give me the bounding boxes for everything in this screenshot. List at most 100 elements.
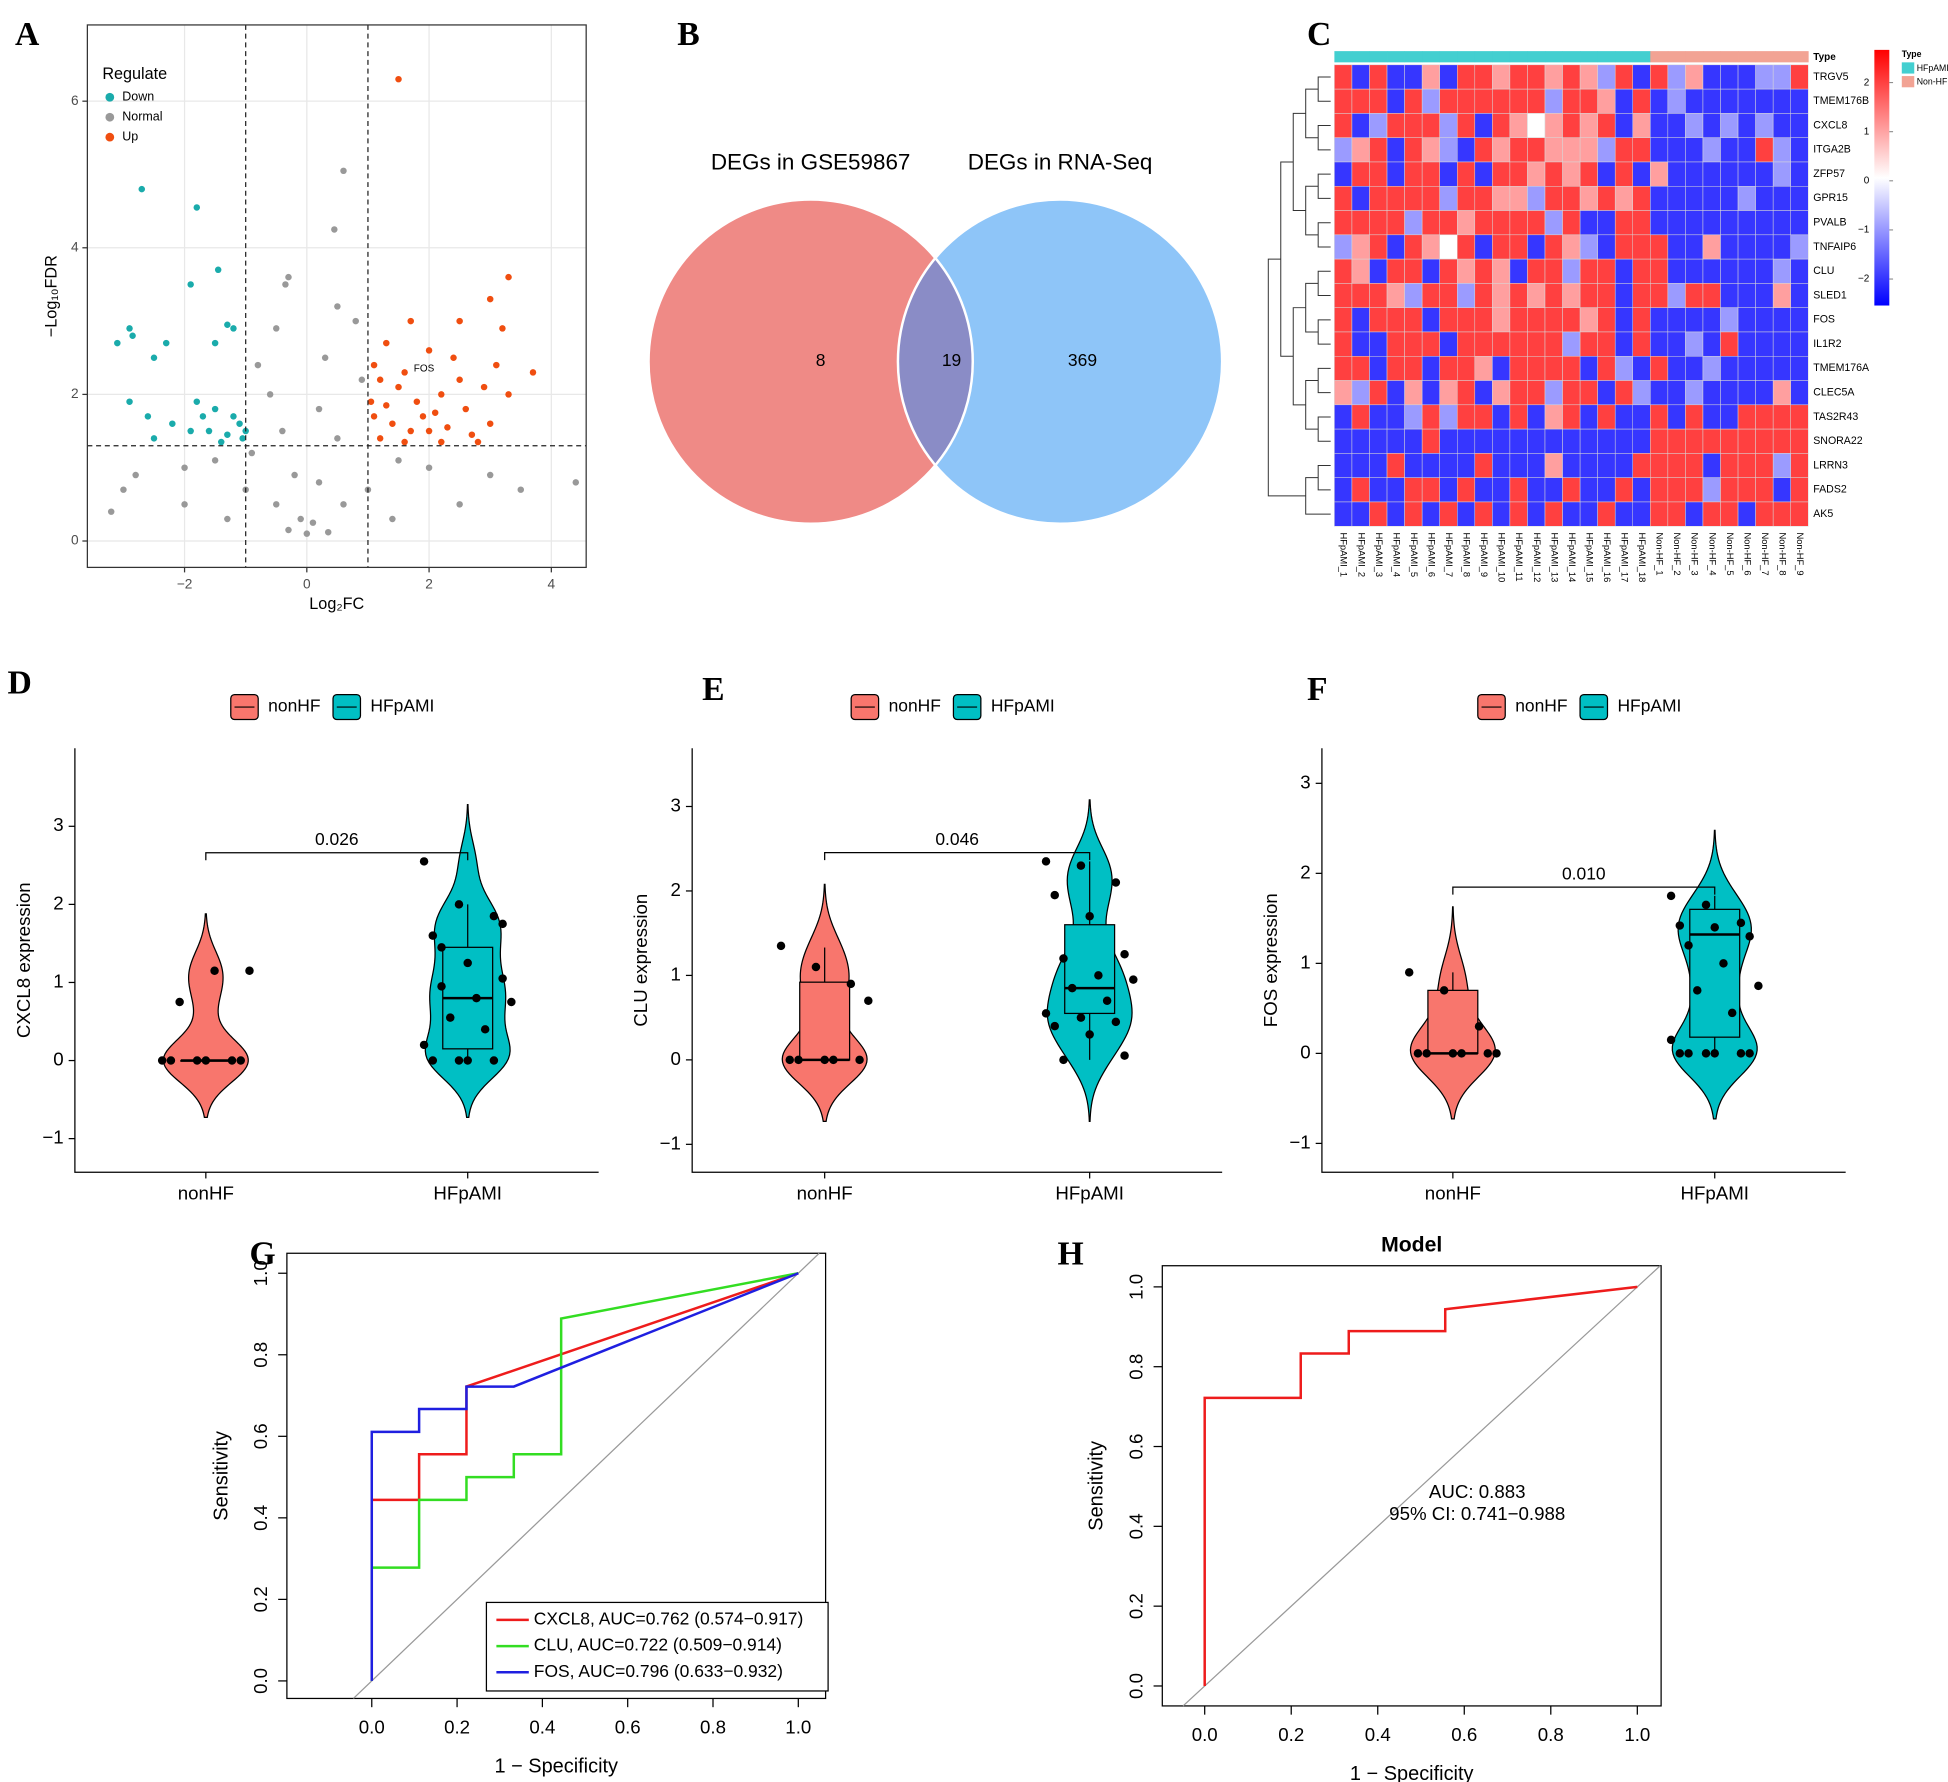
point xyxy=(846,979,856,989)
heat-cell xyxy=(1421,258,1440,284)
heat-cell xyxy=(1439,356,1458,381)
dendrogram xyxy=(1292,307,1306,406)
heat-cell xyxy=(1579,113,1598,138)
heat-cell xyxy=(1562,283,1581,308)
point xyxy=(425,347,433,354)
point xyxy=(431,409,439,416)
point xyxy=(463,958,472,968)
row-label: CLEC5A xyxy=(1813,386,1855,398)
region-count: 8 xyxy=(816,350,826,370)
point xyxy=(114,339,121,347)
y-tick-label: −1 xyxy=(1289,1131,1310,1152)
dendrogram xyxy=(1280,161,1294,357)
heat-cell xyxy=(1439,331,1458,357)
heat-cell xyxy=(1562,477,1581,503)
point xyxy=(1710,923,1719,932)
heat-cell xyxy=(1772,137,1791,163)
point xyxy=(446,1013,455,1022)
heat-cell xyxy=(1772,64,1791,90)
heat-cell xyxy=(1369,380,1388,406)
heat-cell xyxy=(1790,161,1809,187)
heat-cell xyxy=(1650,88,1669,114)
heat-cell xyxy=(1334,307,1353,333)
heat-cell xyxy=(1386,258,1405,284)
heat-cell xyxy=(1386,453,1405,478)
heat-cell xyxy=(1404,283,1423,308)
heat-cell xyxy=(1720,283,1739,308)
heat-cell xyxy=(1404,113,1423,138)
point xyxy=(486,471,494,479)
heat-cell xyxy=(1527,501,1546,527)
point xyxy=(419,1040,429,1050)
heat-cell xyxy=(1755,186,1774,211)
heat-cell xyxy=(1386,234,1405,260)
legend-title: Type xyxy=(1902,49,1922,59)
point xyxy=(193,398,201,405)
x-tick-label: 0.4 xyxy=(529,1716,555,1737)
column-label: Non-HF_8 xyxy=(1777,532,1787,575)
y-tick-label: 0 xyxy=(53,1048,63,1069)
y-tick-label: 1.0 xyxy=(250,1260,271,1286)
heat-cell xyxy=(1527,88,1546,114)
panel-label: G xyxy=(249,1236,275,1273)
annotation-cell xyxy=(1720,51,1739,63)
heat-cell xyxy=(1492,356,1511,381)
heat-cell xyxy=(1474,453,1493,478)
heat-cell xyxy=(1597,380,1616,406)
heat-cell xyxy=(1702,428,1721,454)
point xyxy=(1736,918,1746,928)
heat-cell xyxy=(1562,404,1581,430)
point xyxy=(419,413,427,420)
heat-cell xyxy=(1650,283,1669,308)
heat-cell xyxy=(1579,64,1598,90)
row-label: GPR15 xyxy=(1813,192,1848,204)
legend-swatch xyxy=(105,92,115,102)
heat-cell xyxy=(1474,234,1493,260)
heat-cell xyxy=(1439,283,1458,308)
annotation: 95% CI: 0.741−0.988 xyxy=(1389,1503,1565,1524)
row-label: CLU xyxy=(1813,265,1834,277)
heat-cell xyxy=(1702,453,1721,478)
heat-cell xyxy=(1597,113,1616,138)
heat-cell xyxy=(1772,283,1791,308)
annotation-cell xyxy=(1422,51,1441,63)
heat-cell xyxy=(1351,186,1370,211)
heat-cell xyxy=(1597,210,1616,236)
column-label: Non-HF_9 xyxy=(1795,532,1805,575)
heat-cell xyxy=(1562,137,1581,163)
point xyxy=(529,369,537,376)
heat-cell xyxy=(1404,477,1423,503)
point xyxy=(1684,941,1693,950)
point xyxy=(1675,921,1685,930)
heat-cell xyxy=(1492,501,1511,527)
heat-cell xyxy=(1386,113,1405,138)
x-tick-label: 1.0 xyxy=(1624,1724,1650,1745)
y-tick-label: 0.6 xyxy=(1125,1434,1146,1460)
heat-cell xyxy=(1334,161,1353,187)
heat-cell xyxy=(1334,234,1353,260)
heat-cell xyxy=(1492,283,1511,308)
heat-cell xyxy=(1474,331,1493,357)
heat-cell xyxy=(1544,428,1563,454)
point xyxy=(227,1056,237,1065)
heat-cell xyxy=(1772,234,1791,260)
heat-cell xyxy=(1772,88,1791,114)
point xyxy=(1666,891,1676,901)
heat-cell xyxy=(1755,307,1774,333)
annotation-cell xyxy=(1334,51,1353,63)
point xyxy=(324,528,332,536)
row-label: IL1R2 xyxy=(1813,338,1841,350)
heat-cell xyxy=(1439,428,1458,454)
heat-cell xyxy=(1667,380,1686,406)
heat-cell xyxy=(1755,258,1774,284)
heat-cell xyxy=(1650,380,1669,406)
heat-cell xyxy=(1527,258,1546,284)
heat-cell xyxy=(1334,404,1353,430)
heat-cell xyxy=(1474,307,1493,333)
x-tick-label: 0.6 xyxy=(1451,1724,1477,1745)
legend-label: Up xyxy=(122,129,138,143)
set-circle xyxy=(897,199,1223,524)
annotation-cell xyxy=(1667,51,1686,63)
row-label: LRRN3 xyxy=(1813,459,1848,471)
heat-cell xyxy=(1755,234,1774,260)
